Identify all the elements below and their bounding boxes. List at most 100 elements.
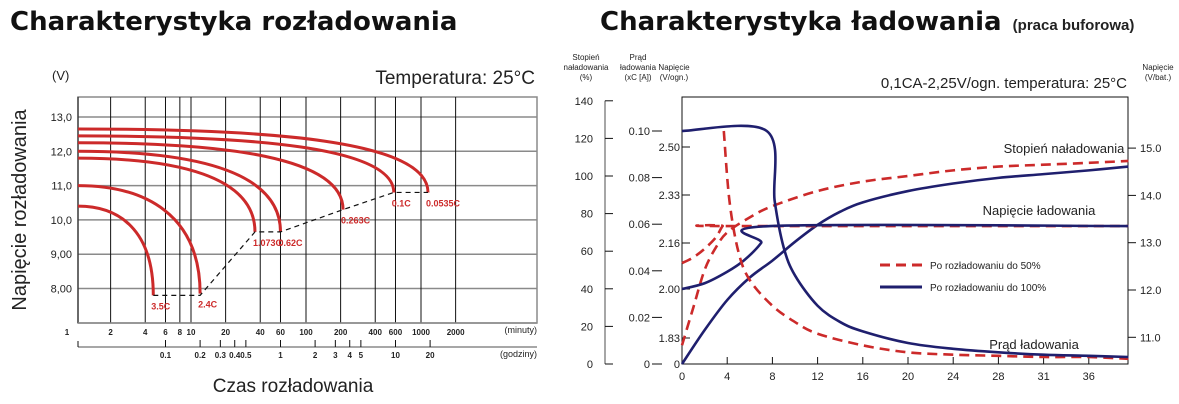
curve-label-state-of-charge: Stopień naładowania [1004,141,1125,156]
charge-legend: Po rozładowaniu do 50% Po rozładowaniu d… [880,261,1046,294]
current-axis-header: (xC [A]) [624,73,651,82]
battery-voltage-axis-tick-label: 13.0 [1140,238,1161,250]
time-axis-tick-label: 8 [769,371,775,383]
hours-tick-label: 0.2 [195,351,207,360]
discharge-y-unit: (V) [52,68,69,83]
discharge-curve-2.4C [77,184,202,294]
legend-label-100: Po rozładowaniu do 100% [930,283,1046,294]
discharge-chart-title: Charakterystyka rozładowania [10,7,457,37]
current-axis-tick-label: 0.10 [629,126,650,138]
cell-voltage-axis-tick-label: 2.50 [659,142,680,154]
legend-label-50: Po rozładowaniu do 50% [930,261,1041,272]
discharge-curve-label: 0.62C [278,238,303,248]
cell-voltage-axis-tick-label: 2.16 [659,238,680,250]
discharge-curve-0.1C [77,134,396,193]
charge-annotation: 0,1CA-2,25V/ogn. temperatura: 25°C [881,75,1127,92]
charge-plot-frame [681,96,1129,365]
time-axis-tick-label: 28 [992,371,1004,383]
discharge-curve-1.073C [77,156,257,232]
hours-tick-label: 0.1 [160,351,172,360]
minutes-tick-label: 2 [108,328,113,337]
hours-tick-label: 0.4 [229,351,241,360]
charge-axis-tick-label: 120 [575,133,593,145]
discharge-curve-3.5C [77,204,155,296]
discharge-y-axis-label: Napięcie rozładowania [9,109,31,311]
hours-tick-label: 20 [426,351,435,360]
charge-chart-subtitle: (praca buforowa) [1013,17,1135,34]
charge-axis-tick-label: 20 [581,321,593,333]
charge-axis-tick-label: 100 [575,171,593,183]
charge-axis-header: (%) [580,73,593,82]
time-axis-tick-label: 12 [811,371,823,383]
time-axis-tick-label: 4 [724,371,730,383]
discharge-y-tick-label: 10,0 [51,215,72,227]
current-axis-tick-label: 0.08 [629,173,650,185]
minutes-tick-label: 600 [389,328,403,337]
time-axis-tick-label: 0 [679,371,685,383]
discharge-cutoff-line [153,191,428,296]
cell-voltage-axis-header: (V/ogn.) [660,73,689,82]
current-axis-tick-label: 0.06 [629,219,650,231]
discharge-temperature-annotation: Temperatura: 25°C [375,68,535,89]
minutes-tick-label: 10 [187,328,196,337]
discharge-curve-0.62C [77,149,282,232]
hours-tick-label: 0.3 [215,351,227,360]
battery-voltage-axis-tick-label: 14.0 [1140,190,1161,202]
charge-curve-charge-50 [680,159,1129,346]
discharge-curve-label: 3.5C [151,301,171,311]
minutes-tick-label: 1000 [412,328,430,337]
discharge-y-ticks: 13,0 12,0 11,0 10,0 9,00 8,00 [51,112,72,296]
charge-axis-tick-label: 40 [581,284,593,296]
minutes-tick-label: 2000 [447,328,465,337]
cell-voltage-axis-header: Napięcie [658,63,690,72]
current-axis-tick-label: 0 [644,359,650,371]
battery-voltage-axis-tick-label: 11.0 [1140,332,1161,344]
minutes-tick-label: 60 [276,328,285,337]
discharge-chart: Charakterystyka rozładowania (V) Tempera… [9,7,538,397]
current-axis-tick-label: 0.04 [629,266,650,278]
charge-curve-voltage-100 [681,223,1129,291]
charge-axis-header: Stopień [572,53,599,62]
hours-tick-label: 2 [313,351,318,360]
minutes-tick-label: 20 [221,328,230,337]
hours-tick-label: 10 [391,351,400,360]
discharge-y-tick-label: 12,0 [51,146,72,158]
charge-curve-current-100 [681,124,1129,359]
time-axis-tick-label: 20 [902,371,914,383]
battery-voltage-axis-header: (V/bat.) [1145,73,1172,82]
discharge-curve-0.263C [77,141,345,210]
charge-curves [680,124,1129,365]
minutes-tick-label: 1 [65,328,70,337]
current-axis-header: ładowania [620,63,657,72]
charge-axis-tick-label: 140 [575,96,593,108]
battery-voltage-axis-tick-label: 15.0 [1140,143,1161,155]
charge-axis-tick-label: 0 [587,359,593,371]
cell-voltage-axis-tick-label: 2.33 [659,190,680,202]
hours-tick-label: 0.5 [240,351,252,360]
current-axis-header: Prąd [630,53,647,62]
minutes-tick-label: 100 [299,328,313,337]
curve-label-charge-current: Prąd ładowania [989,337,1079,352]
minutes-unit-label: (minuty) [504,325,537,335]
cell-voltage-axis-tick-label: 2.00 [659,284,680,296]
minutes-tick-label: 40 [256,328,265,337]
hours-tick-label: 3 [333,351,338,360]
battery-voltage-axis-tick-label: 12.0 [1140,285,1161,297]
time-axis-tick-label: 31 [1037,371,1049,383]
charge-axis-tick-label: 80 [581,209,593,221]
time-axis-tick-label: 24 [947,371,959,383]
discharge-x-hours-axis: 0.1 0.2 0.3 0.4 0.5 1 2 3 4 5 10 20 [77,340,537,360]
discharge-y-tick-label: 13,0 [51,112,72,124]
minutes-tick-label: 4 [143,328,148,337]
charge-chart-title-group: Charakterystyka ładowania (praca buforow… [600,7,1134,37]
time-axis-tick-label: 16 [857,371,869,383]
time-axis-tick-label: 36 [1083,371,1095,383]
hours-tick-label: 5 [359,351,364,360]
discharge-curve-0.0535C [77,127,430,193]
charge-chart-title: Charakterystyka ładowania [600,7,1002,37]
discharge-curve-label: 2.4C [198,300,218,310]
discharge-curve-label: 0.263C [341,216,371,226]
